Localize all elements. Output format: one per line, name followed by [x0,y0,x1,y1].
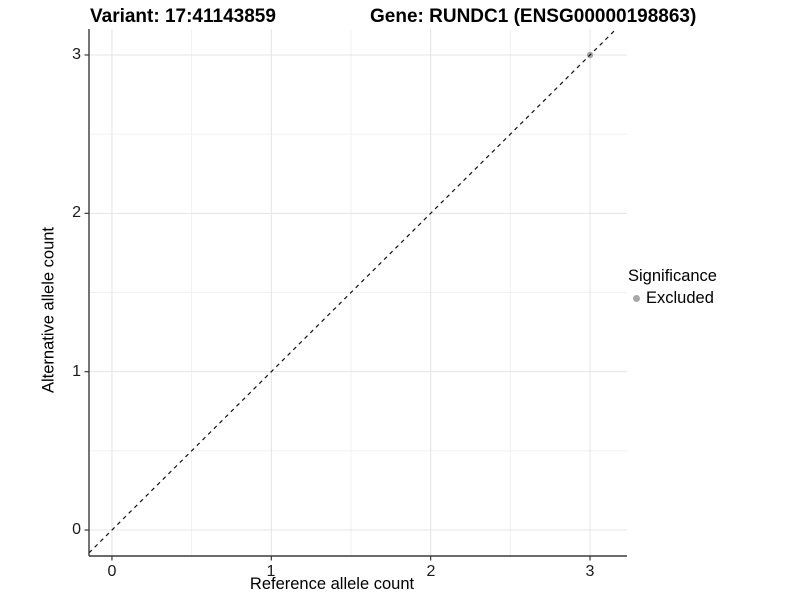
identity-line [88,28,617,554]
y-tick-label-0: 0 [72,521,81,538]
legend-title: Significance [628,267,717,285]
legend-item-excluded: Excluded [626,289,717,308]
x-tick-label-2: 2 [426,563,436,580]
x-tick-label-1: 1 [266,563,276,580]
y-tick-label-3: 3 [72,46,81,63]
x-tick-label-0: 0 [107,563,117,580]
variant-title: Variant: 17:41143859 [90,6,276,27]
x-axis-label: Reference allele count [249,575,415,593]
x-tick-label-3: 3 [585,563,595,580]
legend: Significance Excluded [626,266,717,308]
legend-item-label: Excluded [646,289,714,307]
y-tick-label-1: 1 [72,363,81,380]
gene-title: Gene: RUNDC1 (ENSG00000198863) [370,6,697,27]
legend-marker-icon [633,295,640,302]
y-axis-label: Alternative allele count [39,226,58,394]
y-tick-label-2: 2 [72,204,81,221]
